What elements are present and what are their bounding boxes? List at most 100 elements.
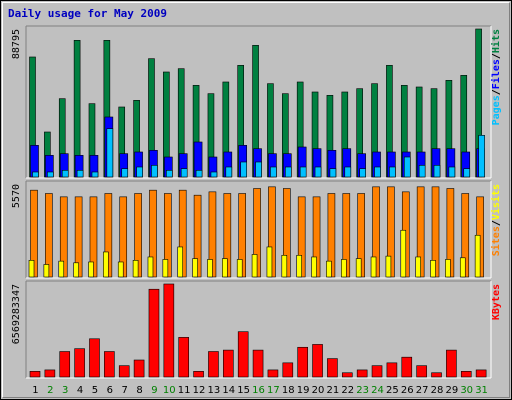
x-tick-label: 6 <box>107 385 113 396</box>
visits-bar <box>355 258 362 278</box>
kbytes-bar <box>118 365 130 378</box>
kbytes-bar <box>163 283 175 378</box>
kbytes-bar <box>89 338 100 378</box>
pages-bar <box>255 161 262 178</box>
kbytes-bar <box>178 337 190 378</box>
kbytes-bar <box>208 351 219 378</box>
pages-bar <box>314 166 322 178</box>
visits-bar <box>73 262 79 278</box>
legend-part: / <box>491 220 502 226</box>
pages-bar <box>359 168 366 178</box>
x-tick-label: 24 <box>371 385 384 396</box>
x-tick-label: 9 <box>151 385 157 396</box>
pages-bar <box>166 170 173 178</box>
pages-bar <box>433 165 441 178</box>
pages-bar <box>389 166 396 178</box>
visits-bar <box>281 254 288 278</box>
visits-bar <box>132 260 139 278</box>
kbytes-bar <box>267 369 279 378</box>
visits-bar <box>415 256 421 278</box>
kbytes-bar <box>44 369 56 378</box>
kbytes-bar <box>371 365 383 378</box>
visits-bar <box>28 260 35 278</box>
x-tick-label: 1 <box>32 385 38 396</box>
pages-bar <box>240 161 247 178</box>
x-tick-label: 25 <box>386 385 399 396</box>
pages-bar <box>195 170 203 178</box>
legend-part: Pages <box>491 95 502 125</box>
x-tick-label: 3 <box>62 385 68 396</box>
kbytes-bar <box>252 349 264 378</box>
top-max-label: 88795 <box>11 29 22 59</box>
kbytes-bar <box>74 348 85 378</box>
x-tick-label: 5 <box>92 385 98 396</box>
pages-bar <box>403 156 411 178</box>
visits-bar <box>147 256 154 278</box>
visits-bar <box>117 261 124 278</box>
pages-bar <box>344 166 352 178</box>
visits-bar <box>58 260 65 278</box>
pages-bar <box>91 171 99 178</box>
kbytes-bar <box>475 369 487 378</box>
kbytes-bar <box>59 351 71 378</box>
x-tick-label: 28 <box>431 385 444 396</box>
visits-bar <box>430 260 436 278</box>
middle-legend: Sites/Visits <box>490 184 502 256</box>
visits-bar <box>88 261 94 278</box>
pages-bar <box>106 128 114 178</box>
kbytes-bar <box>386 362 398 378</box>
kbytes-bar <box>237 331 249 378</box>
chart-title: Daily usage for May 2009 <box>8 7 167 20</box>
pages-bar <box>285 166 292 178</box>
visits-bar <box>177 246 184 278</box>
pages-bar <box>463 168 471 178</box>
x-tick-label: 4 <box>77 385 83 396</box>
visits-bar <box>162 259 169 278</box>
x-tick-label: 22 <box>341 385 354 396</box>
legend-part: Visits <box>490 184 502 220</box>
visits-bar <box>266 246 273 278</box>
x-tick-label: 29 <box>445 385 458 396</box>
visits-bar <box>340 259 347 278</box>
kbytes-bar <box>341 372 353 378</box>
x-tick-label: 21 <box>326 385 339 396</box>
x-tick-label: 15 <box>237 385 250 396</box>
legend-part: Hits <box>490 29 502 53</box>
x-tick-label: 19 <box>297 385 310 396</box>
x-tick-label: 26 <box>401 385 414 396</box>
x-tick-label: 27 <box>416 385 429 396</box>
x-tick-label: 8 <box>136 385 142 396</box>
x-tick-label: 11 <box>178 385 191 396</box>
visits-bar <box>445 259 451 278</box>
x-tick-label: 30 <box>460 385 473 396</box>
pages-bar <box>76 170 84 178</box>
kbytes-bar <box>29 371 41 378</box>
kbytes-bar <box>297 346 308 378</box>
bottom-legend: KBytes <box>491 284 502 320</box>
pages-bar <box>270 166 277 178</box>
pages-bar <box>478 135 485 178</box>
visits-bar <box>207 259 213 278</box>
x-tick-label: 31 <box>475 385 488 396</box>
visits-bar <box>326 260 332 278</box>
bottom-max-label: 6569283347 <box>11 284 22 344</box>
visits-bar <box>459 257 466 278</box>
visits-bar <box>385 255 392 278</box>
x-tick-label: 13 <box>208 385 221 396</box>
kbytes-bar <box>148 288 160 378</box>
visits-bar <box>236 259 243 278</box>
pages-bar <box>151 165 158 178</box>
pages-bar <box>329 168 337 178</box>
legend-part: Sites <box>490 226 502 256</box>
kbytes-bar <box>431 372 442 378</box>
pages-bar <box>418 165 426 178</box>
top-legend: Pages/Files/Hits <box>490 29 502 125</box>
kbytes-bar <box>327 358 338 378</box>
x-tick-label: 16 <box>252 385 265 396</box>
kbytes-bar <box>282 362 294 378</box>
kbytes-bar <box>133 359 145 378</box>
visits-bar <box>400 229 407 278</box>
legend-part: / <box>491 53 502 59</box>
x-tick-label: 23 <box>356 385 369 396</box>
